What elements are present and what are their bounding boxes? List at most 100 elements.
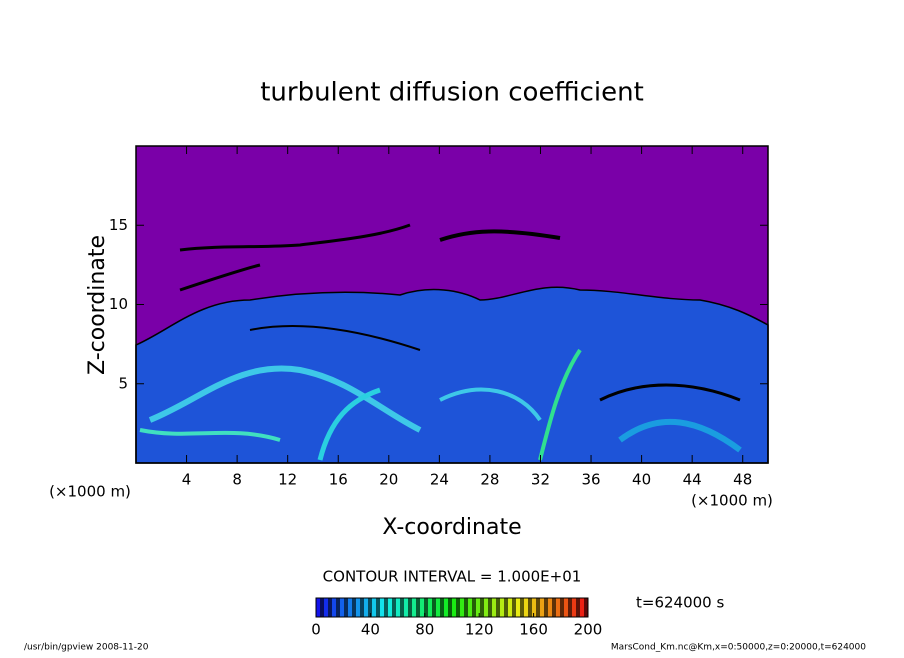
- colorbar-cell: [520, 598, 524, 617]
- colorbar-cell: [500, 598, 504, 617]
- colorbar-cell: [400, 598, 404, 617]
- colorbar-cell: [344, 598, 348, 617]
- chart-title: turbulent diffusion coefficient: [260, 78, 644, 108]
- x-tick-label: 4: [182, 471, 192, 489]
- colorbar-cell: [348, 598, 352, 617]
- colorbar-cell: [532, 598, 536, 617]
- colorbar-cell: [468, 598, 472, 617]
- colorbar-cell: [448, 598, 452, 617]
- colorbar-cell: [484, 598, 488, 617]
- colorbar-cell: [320, 598, 324, 617]
- colorbar-cell: [552, 598, 556, 617]
- x-tick-label: 36: [581, 471, 600, 489]
- colorbar-cell: [480, 598, 484, 617]
- colorbar-cell: [336, 598, 340, 617]
- colorbar-cell: [524, 598, 528, 617]
- footer-right: MarsCond_Km.nc@Km,x=0:50000,z=0:20000,t=…: [611, 643, 866, 653]
- colorbar-cell: [436, 598, 440, 617]
- x-axis-label: X-coordinate: [382, 515, 521, 540]
- x-tick-label: 40: [632, 471, 651, 489]
- y-tick-label: 10: [109, 295, 128, 313]
- colorbar-cell: [408, 598, 412, 617]
- footer-left: /usr/bin/gpview 2008-11-20: [24, 643, 149, 653]
- colorbar-cell: [444, 598, 448, 617]
- colorbar-cell: [564, 598, 568, 617]
- colorbar-cell: [356, 598, 360, 617]
- colorbar-cell: [364, 598, 368, 617]
- colorbar-cell: [504, 598, 508, 617]
- x-tick-label: 8: [232, 471, 242, 489]
- colorbar-tick-label: 40: [361, 621, 380, 639]
- colorbar-cell: [560, 598, 564, 617]
- colorbar-cell: [396, 598, 400, 617]
- colorbar-tick-label: 120: [465, 621, 494, 639]
- colorbar-cell: [412, 598, 416, 617]
- x-tick-label: 20: [379, 471, 398, 489]
- colorbar-cell: [496, 598, 500, 617]
- colorbar-cell: [488, 598, 492, 617]
- colorbar-cell: [340, 598, 344, 617]
- colorbar-cell: [416, 598, 420, 617]
- colorbar-cell: [352, 598, 356, 617]
- colorbar-cell: [584, 598, 588, 617]
- colorbar-cell: [424, 598, 428, 617]
- colorbar-cell: [440, 598, 444, 617]
- colorbar-tick-label: 160: [519, 621, 548, 639]
- x-tick-label: 12: [278, 471, 297, 489]
- x-tick-label: 28: [480, 471, 499, 489]
- x-tick-label: 24: [430, 471, 449, 489]
- colorbar-cell: [580, 598, 584, 617]
- x-tick-label: 16: [329, 471, 348, 489]
- colorbar-cell: [384, 598, 388, 617]
- x-tick-label: 32: [531, 471, 550, 489]
- colorbar-cell: [460, 598, 464, 617]
- colorbar-cell: [544, 598, 548, 617]
- x-unit: (×1000 m): [691, 492, 773, 510]
- y-unit: (×1000 m): [49, 483, 131, 501]
- colorbar-cell: [360, 598, 364, 617]
- colorbar-cell: [388, 598, 392, 617]
- colorbar-cell: [404, 598, 408, 617]
- colorbar-cell: [536, 598, 540, 617]
- colorbar-cell: [464, 598, 468, 617]
- colorbar-cell: [420, 598, 424, 617]
- colorbar-label: CONTOUR INTERVAL = 1.000E+01: [323, 568, 582, 586]
- colorbar-cell: [556, 598, 560, 617]
- colorbar-cell: [372, 598, 376, 617]
- colorbar-cell: [456, 598, 460, 617]
- colorbar-cell: [572, 598, 576, 617]
- y-tick-label: 5: [118, 374, 128, 392]
- colorbar-cell: [568, 598, 572, 617]
- colorbar-cell: [508, 598, 512, 617]
- colorbar-cell: [332, 598, 336, 617]
- x-tick-label: 44: [683, 471, 702, 489]
- colorbar-tick-label: 0: [311, 621, 321, 639]
- colorbar-cell: [492, 598, 496, 617]
- colorbar-cell: [368, 598, 372, 617]
- field: [135, 146, 769, 464]
- colorbar-cell: [316, 598, 320, 617]
- colorbar-cell: [428, 598, 432, 617]
- annotation: t=624000 s: [636, 594, 724, 612]
- colorbar-tick-label: 200: [574, 621, 603, 639]
- y-tick-label: 15: [109, 216, 128, 234]
- colorbar-cell: [512, 598, 516, 617]
- colorbar-cell: [324, 598, 328, 617]
- x-tick-label: 48: [733, 471, 752, 489]
- colorbar-cell: [452, 598, 456, 617]
- colorbar-cell: [472, 598, 476, 617]
- colorbar-frame: [315, 597, 589, 618]
- colorbar-cell: [328, 598, 332, 617]
- colorbar-tick-label: 80: [415, 621, 434, 639]
- colorbar-cell: [432, 598, 436, 617]
- colorbar-cell: [548, 598, 552, 617]
- colorbar-cell: [392, 598, 396, 617]
- colorbar-cell: [528, 598, 532, 617]
- colorbar-cell: [516, 598, 520, 617]
- y-axis-label: Z-coordinate: [85, 235, 110, 375]
- colorbar-cell: [376, 598, 380, 617]
- colorbar-cell: [380, 598, 384, 617]
- colorbar-cell: [476, 598, 480, 617]
- colorbar-cell: [576, 598, 580, 617]
